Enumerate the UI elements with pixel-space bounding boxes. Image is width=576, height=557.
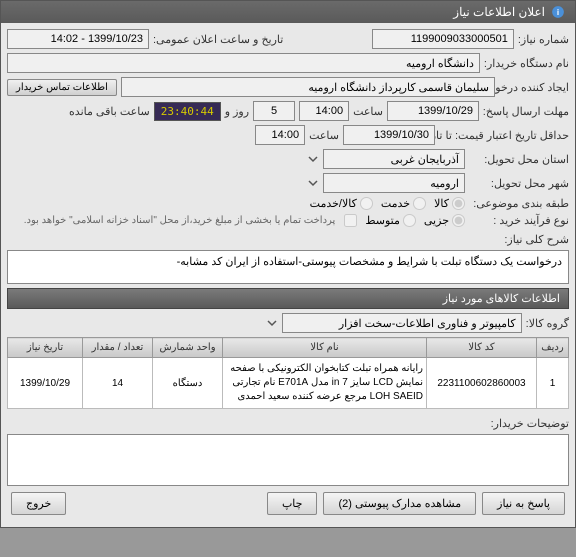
lbl-creator: ایجاد کننده درخواست: [499,81,569,94]
lbl-province: استان محل تحویل: [469,153,569,166]
td-code: 2231100602860003 [427,358,537,409]
radio-both[interactable]: کالا/خدمت [310,197,373,210]
chevron-down-icon[interactable] [307,153,319,165]
radio-medium[interactable]: متوسط [365,214,416,227]
content-area: شماره نیاز: 1199009033000501 تاریخ و ساع… [1,23,575,527]
close-button[interactable]: خروج [11,492,66,515]
val-deadline-date: 1399/10/29 [387,101,479,121]
reply-button[interactable]: پاسخ به نیاز [482,492,565,515]
lbl-days: روز و [225,105,249,118]
lbl-goods-group: گروه کالا: [526,317,569,330]
chevron-down-icon[interactable] [266,317,278,329]
lbl-reply-deadline: مهلت ارسال پاسخ: [483,105,569,118]
lbl-request-number: شماره نیاز: [518,33,569,46]
th-date: تاریخ نیاز [8,338,83,358]
val-days-remain: 5 [253,101,295,121]
val-buyer-org: دانشگاه ارومیه [7,53,480,73]
radio-partial[interactable]: جزیی [424,214,465,227]
td-date: 1399/10/29 [8,358,83,409]
td-name: رایانه همراه تبلت کتابخوان الکترونیکی با… [223,358,427,409]
th-row: ردیف [537,338,569,358]
th-name: نام کالا [223,338,427,358]
table-header-row: ردیف کد کالا نام کالا واحد شمارش تعداد /… [8,338,569,358]
lbl-announce-date: تاریخ و ساعت اعلان عمومی: [153,33,283,46]
lbl-general-desc: شرح کلی نیاز: [485,233,569,246]
dialog-window: i اعلان اطلاعات نیاز شماره نیاز: 1199009… [0,0,576,528]
val-announce-date: 1399/10/23 - 14:02 [7,29,149,49]
td-row: 1 [537,358,569,409]
lbl-buyer-comments: توضیحات خریدار: [491,417,569,430]
svg-text:i: i [557,8,559,17]
th-qty: تعداد / مقدار [83,338,153,358]
val-city: ارومیه [323,173,465,193]
val-validity-date: 1399/10/30 [343,125,435,145]
td-qty: 14 [83,358,153,409]
val-request-number: 1199009033000501 [372,29,514,49]
general-desc-textarea[interactable] [7,250,569,284]
footer-buttons: پاسخ به نیاز مشاهده مدارک پیوستی (2) چاپ… [7,486,569,521]
lbl-buyer-org: نام دستگاه خریدار: [484,57,569,70]
val-deadline-hour: 14:00 [299,101,349,121]
process-radio-group: جزیی متوسط پرداخت تمام یا بخشی از مبلغ خ… [24,214,465,227]
chevron-down-icon[interactable] [307,177,319,189]
info-icon: i [551,5,565,19]
category-radio-group: کالا خدمت کالا/خدمت [310,197,465,210]
lbl-city: شهر محل تحویل: [469,177,569,190]
lbl-hour-2: ساعت [309,129,339,142]
section-items-header: اطلاعات کالاهای مورد نیاز [7,288,569,309]
lbl-price-validity: حداقل تاریخ اعتبار قیمت: تا تاریخ: [439,129,569,142]
th-unit: واحد شمارش [153,338,223,358]
print-button[interactable]: چاپ [267,492,318,515]
val-goods-group: کامپیوتر و فناوری اطلاعات-سخت افزار [282,313,522,333]
radio-service[interactable]: خدمت [381,197,426,210]
buyer-comments-box [7,434,569,486]
lbl-hour-1: ساعت [353,105,383,118]
countdown-timer: 23:40:44 [154,102,221,121]
table-row[interactable]: 1 2231100602860003 رایانه همراه تبلت کتا… [8,358,569,409]
radio-goods[interactable]: کالا [434,197,465,210]
lbl-category: طبقه بندی موضوعی: [469,197,569,210]
val-validity-hour: 14:00 [255,125,305,145]
td-unit: دستگاه [153,358,223,409]
th-code: کد کالا [427,338,537,358]
items-table: ردیف کد کالا نام کالا واحد شمارش تعداد /… [7,337,569,409]
val-creator: سلیمان قاسمی کارپرداز دانشگاه ارومیه [121,77,495,97]
titlebar-text: اعلان اطلاعات نیاز [453,5,545,19]
lbl-remain: ساعت باقی مانده [69,105,150,118]
titlebar: i اعلان اطلاعات نیاز [1,1,575,23]
lbl-process-type: نوع فرآیند خرید : [469,214,569,227]
attachments-button[interactable]: مشاهده مدارک پیوستی (2) [323,492,476,515]
checkbox-treasury[interactable]: پرداخت تمام یا بخشی از مبلغ خرید،از محل … [24,214,358,227]
buyer-contact-button[interactable]: اطلاعات تماس خریدار [7,79,117,96]
val-province: آذربایجان غربی [323,149,465,169]
